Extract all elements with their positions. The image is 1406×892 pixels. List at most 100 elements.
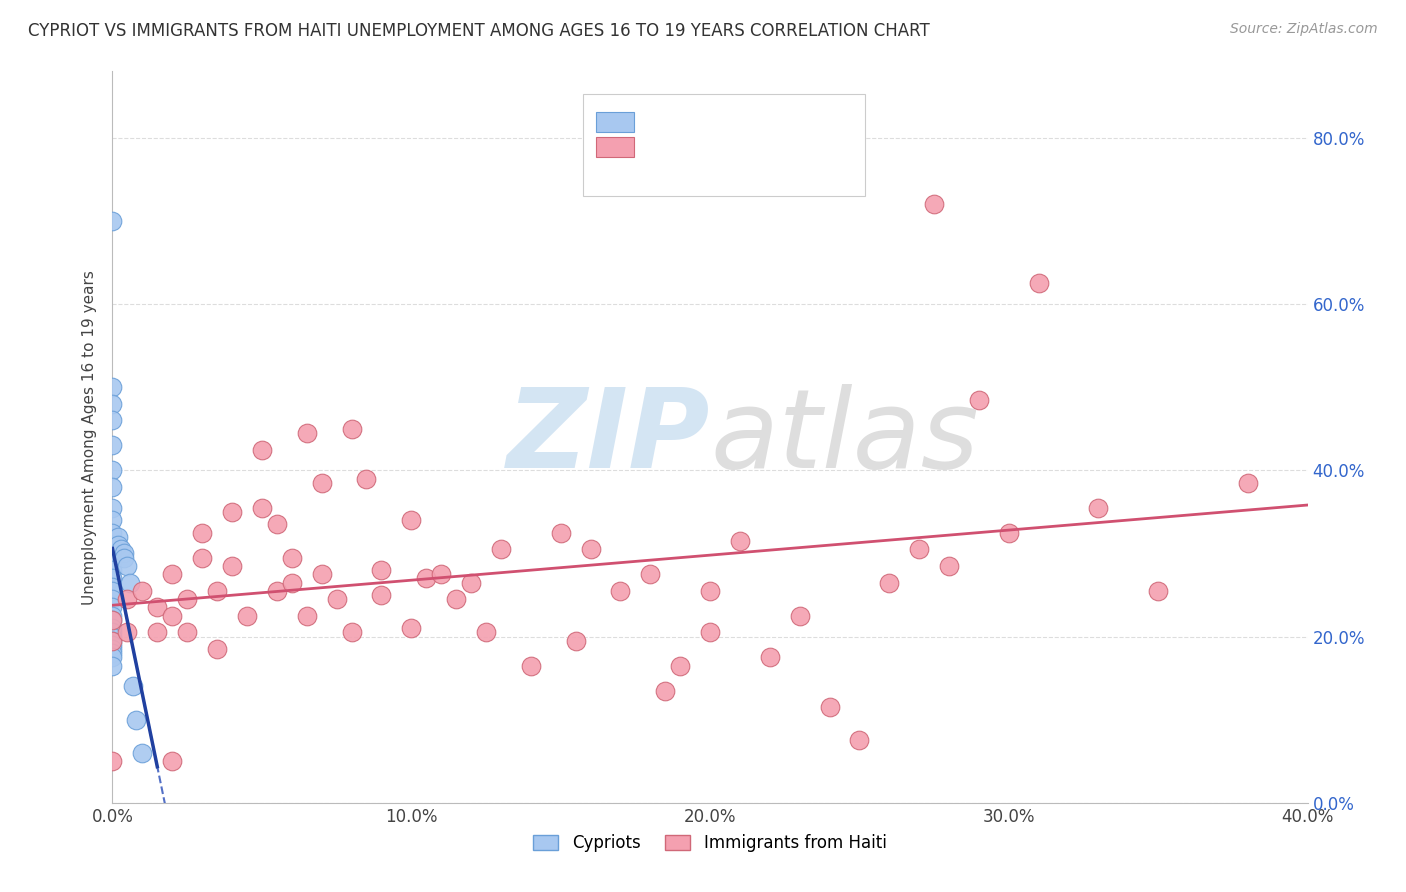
Point (654, 683, 676, 698)
Point (146, 625, 169, 640)
Legend: Cypriots, Immigrants from Haiti: Cypriots, Immigrants from Haiti (524, 826, 896, 860)
Point (162, 567, 183, 582)
Text: 0.329: 0.329 (679, 138, 735, 156)
Point (967, 392, 990, 407)
Point (1237, 475, 1260, 490)
Point (908, 542, 931, 557)
Point (340, 422, 363, 436)
Point (146, 600, 169, 615)
Point (101, 600, 124, 615)
Point (101, 650, 124, 665)
Point (564, 633, 586, 648)
Point (1087, 500, 1109, 515)
Point (356, 472, 378, 486)
Point (101, 480, 124, 494)
Point (101, 571, 124, 585)
Point (221, 505, 243, 519)
Point (520, 658, 543, 673)
Point (101, 633, 124, 648)
Point (101, 563, 124, 577)
Point (107, 538, 129, 552)
Point (444, 592, 467, 607)
Point (101, 630, 124, 644)
Point (759, 650, 782, 665)
Point (1147, 583, 1170, 598)
Point (101, 413, 124, 427)
Text: 69: 69 (772, 138, 797, 156)
Point (131, 746, 153, 760)
Point (340, 625, 363, 640)
Point (117, 558, 139, 573)
Point (101, 638, 124, 652)
Text: CYPRIOT VS IMMIGRANTS FROM HAITI UNEMPLOYMENT AMONG AGES 16 TO 19 YEARS CORRELAT: CYPRIOT VS IMMIGRANTS FROM HAITI UNEMPLO… (28, 22, 929, 40)
Point (550, 525, 572, 540)
Point (221, 558, 243, 573)
Point (122, 680, 145, 694)
Point (114, 550, 135, 565)
Point (101, 613, 124, 627)
Point (101, 555, 124, 569)
Point (848, 733, 870, 747)
Point (311, 567, 333, 582)
Point (281, 575, 304, 590)
Point (475, 625, 498, 640)
Point (938, 558, 960, 573)
Point (101, 621, 124, 635)
Point (281, 550, 304, 565)
Point (579, 542, 602, 557)
Point (669, 658, 692, 673)
Point (101, 397, 124, 411)
Text: N =: N = (724, 113, 776, 131)
Point (266, 583, 288, 598)
Point (110, 542, 132, 557)
Point (101, 583, 124, 598)
Point (1028, 277, 1050, 291)
Point (250, 500, 273, 515)
Text: atlas: atlas (710, 384, 979, 491)
Point (117, 625, 139, 640)
Point (101, 646, 124, 660)
Point (699, 625, 721, 640)
Point (120, 575, 142, 590)
Text: 0.253: 0.253 (679, 113, 735, 131)
Point (162, 754, 183, 768)
Point (101, 538, 124, 552)
Point (640, 567, 662, 582)
Point (162, 608, 183, 623)
Point (191, 525, 214, 540)
Point (325, 592, 347, 607)
Text: N =: N = (724, 138, 776, 156)
Point (460, 575, 482, 590)
Point (205, 642, 228, 657)
Point (101, 438, 124, 452)
Y-axis label: Unemployment Among Ages 16 to 19 years: Unemployment Among Ages 16 to 19 years (82, 269, 97, 605)
Text: 40: 40 (772, 113, 797, 131)
Point (191, 550, 214, 565)
Point (250, 442, 273, 457)
Text: Source: ZipAtlas.com: Source: ZipAtlas.com (1230, 22, 1378, 37)
Point (101, 754, 124, 768)
Point (609, 583, 631, 598)
Point (430, 567, 453, 582)
Point (728, 533, 751, 548)
Point (789, 608, 811, 623)
Point (101, 633, 124, 648)
Text: R =: R = (643, 113, 682, 131)
Point (489, 542, 512, 557)
Text: ZIP: ZIP (506, 384, 710, 491)
Point (101, 625, 124, 640)
Point (101, 608, 124, 623)
Point (131, 583, 153, 598)
Point (236, 608, 259, 623)
Point (107, 530, 129, 544)
Point (818, 700, 841, 714)
Point (101, 580, 124, 594)
Point (699, 583, 721, 598)
Point (370, 563, 392, 577)
Point (101, 380, 124, 394)
Point (101, 642, 124, 657)
Point (125, 713, 148, 727)
Point (176, 592, 198, 607)
Point (101, 214, 124, 228)
Point (879, 575, 901, 590)
